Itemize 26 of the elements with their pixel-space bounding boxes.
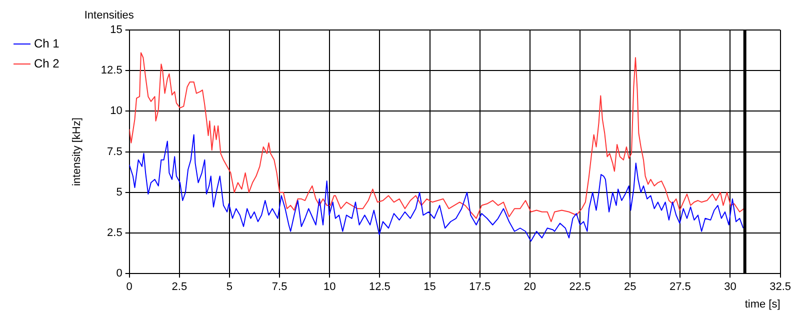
x-tick-label: 32.5 [770,281,792,294]
x-tick-label: 5 [226,281,233,294]
y-tick-label: 15 [110,24,122,36]
x-tick-label: 10 [324,281,336,294]
y-tick-label: 10 [110,105,122,118]
x-tick-label: 0 [126,281,132,294]
x-tick-label: 30 [724,281,736,294]
x-tick-label: 17.5 [469,281,491,294]
x-tick-label: 27.5 [669,281,691,294]
x-tick-label: 15 [424,281,436,294]
y-tick-label: 5 [116,186,122,198]
legend-label: Ch 1 [34,36,60,50]
y-axis-title: intensity [kHz] [70,118,83,186]
x-tick-label: 7.5 [272,281,288,294]
x-axis-title: time [s] [744,298,780,310]
y-tick-label: 0 [116,268,122,280]
y-tick-label: 12.5 [100,64,122,77]
x-tick-label: 20 [524,281,536,294]
legend-label: Ch 2 [34,56,60,70]
y-tick-label: 7.5 [107,146,122,158]
x-tick-label: 12.5 [369,281,390,294]
chart-title: Intensities [84,10,134,22]
y-tick-label: 2.5 [107,227,122,240]
x-tick-label: 22.5 [569,281,591,294]
x-tick-label: 2.5 [172,281,188,294]
x-tick-label: 25 [624,281,636,294]
